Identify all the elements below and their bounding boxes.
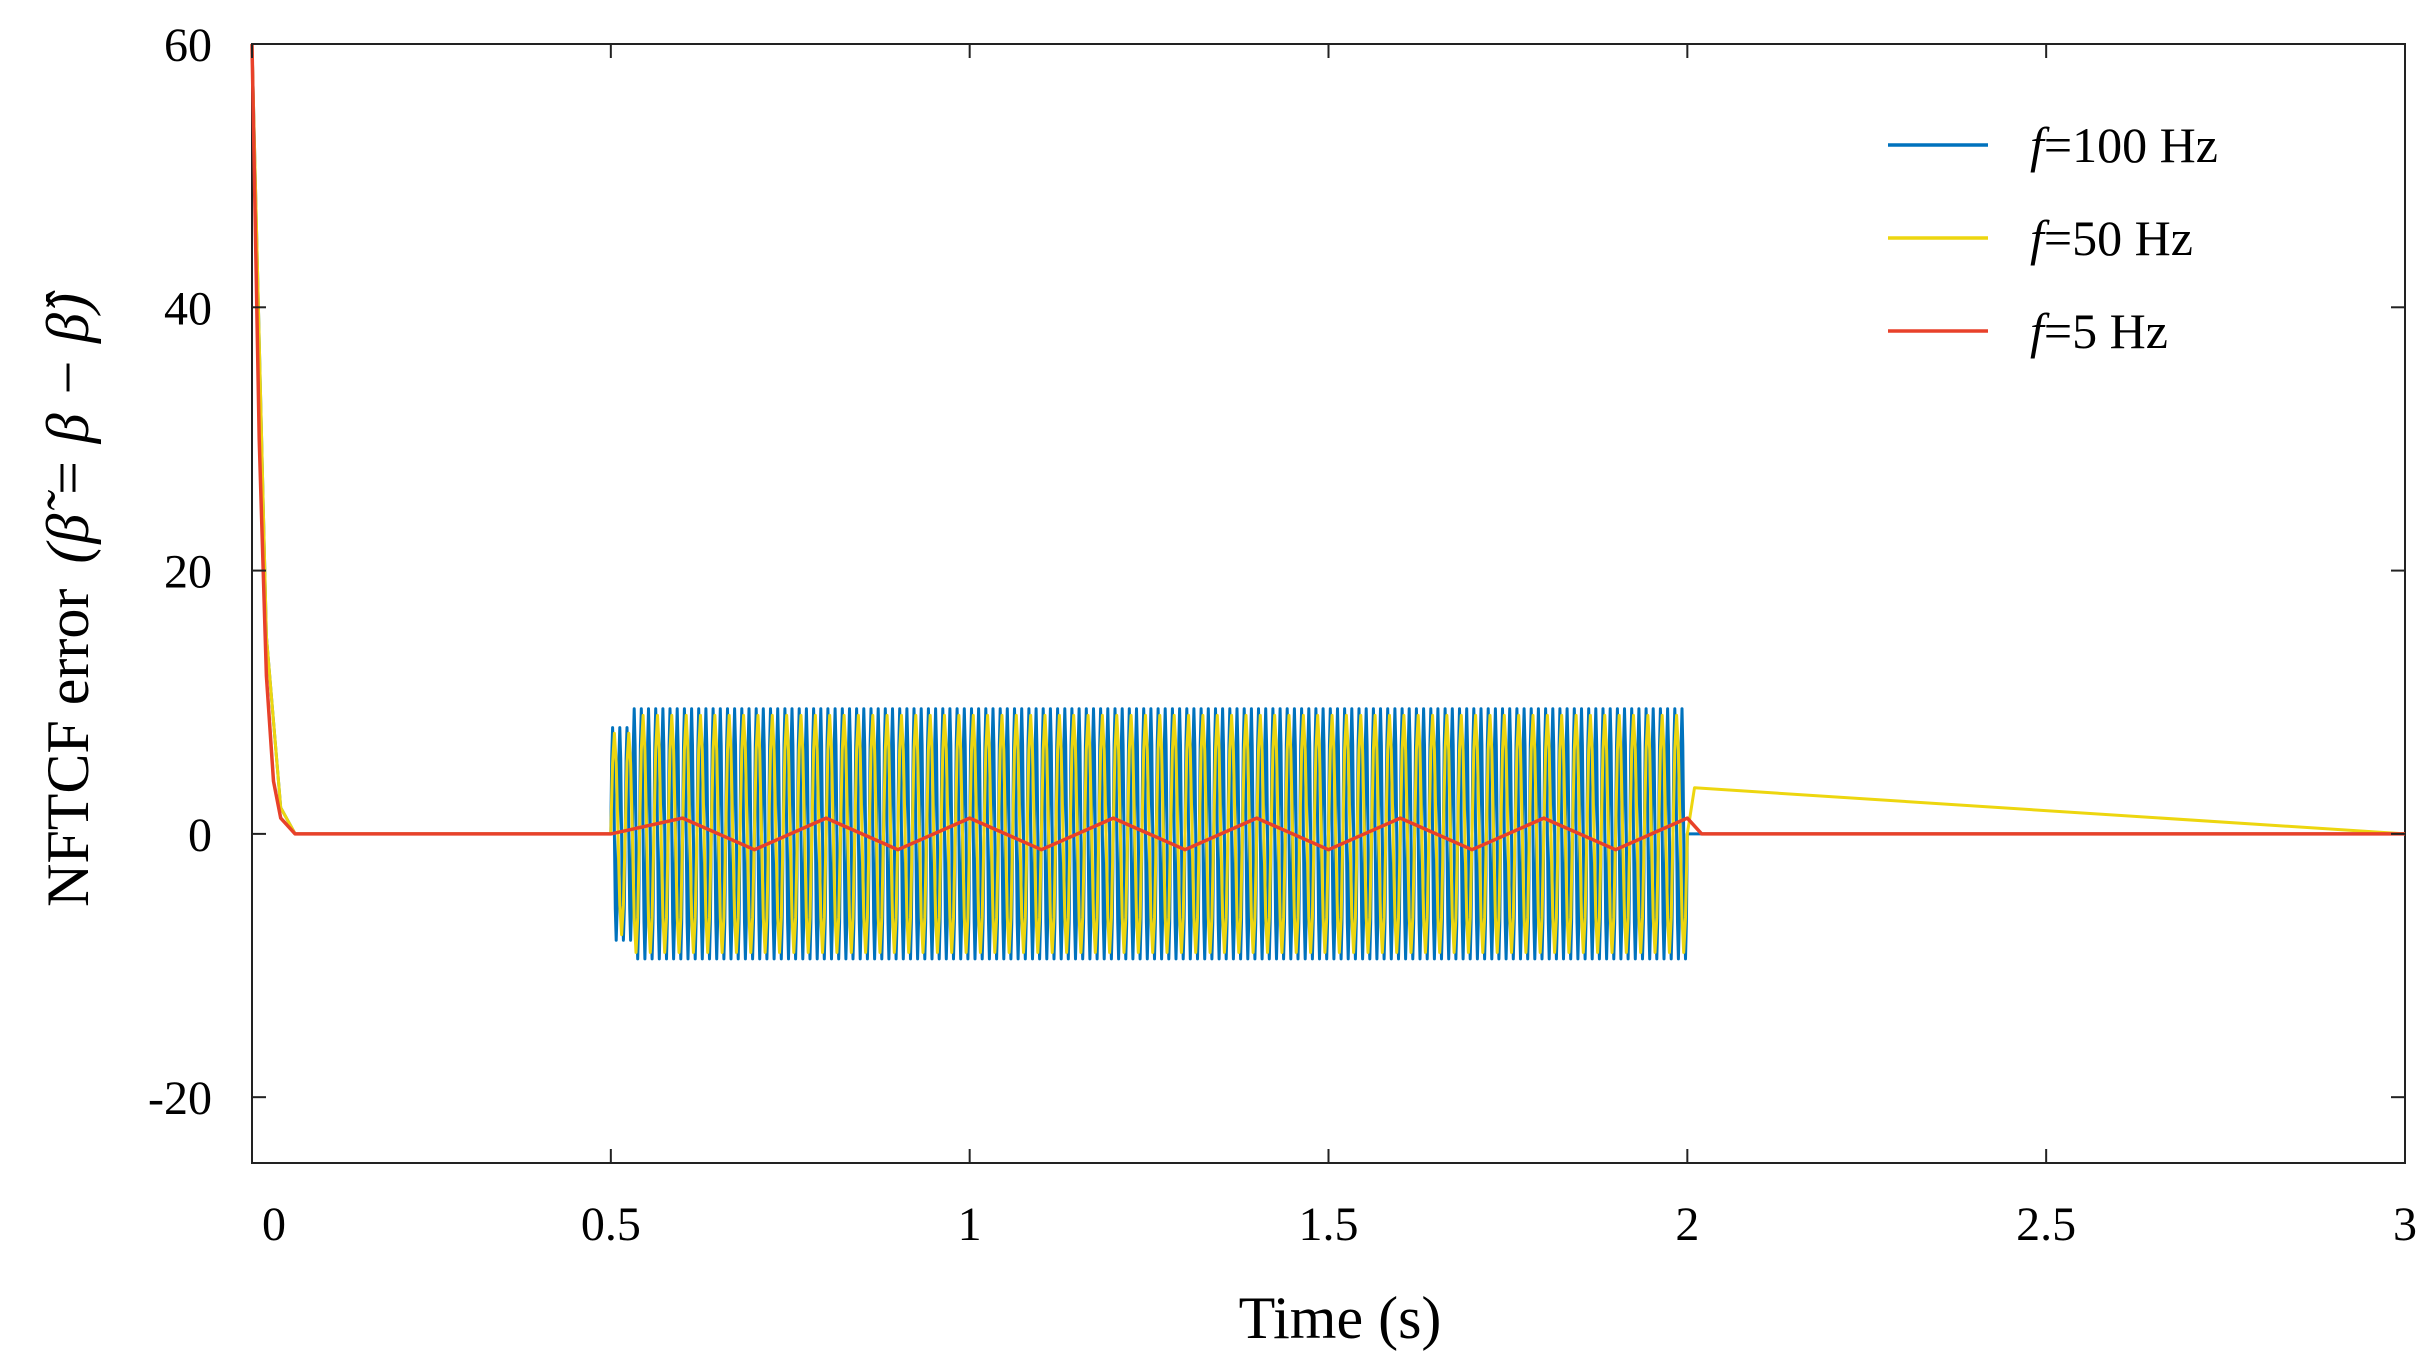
y-axis-title: NFTCF error (β̃ = β − β̂) (35, 290, 101, 907)
x-tick-label: 3 (2393, 1198, 2417, 1251)
y-tick-label: 60 (164, 19, 212, 72)
legend-item-5hz: f=5 Hz (1888, 303, 2168, 359)
x-tick-label: 1 (958, 1198, 982, 1251)
legend-label: f=100 Hz (2030, 117, 2218, 173)
y-axis-title-math: (β̃ = β − β̂) (35, 290, 101, 564)
x-tick-label: 0 (262, 1198, 286, 1251)
y-tick-label: 20 (164, 546, 212, 599)
x-tick-label: 1.5 (1299, 1198, 1359, 1251)
legend-item-100hz: f=100 Hz (1888, 117, 2218, 173)
series-layer (250, 43, 2406, 961)
legend-label: f=50 Hz (2030, 210, 2193, 266)
legend-item-50hz: f=50 Hz (1888, 210, 2193, 266)
tick-layer: 0 0.5 1 1.5 2 2.5 3 -20 0 20 40 60 (148, 19, 2417, 1251)
x-axis-title: Time (s) (1239, 1285, 1442, 1351)
legend-label: f=5 Hz (2030, 303, 2168, 359)
y-tick-label: 0 (188, 809, 212, 862)
series-line-5hz (250, 43, 2405, 852)
y-tick-label: 40 (164, 282, 212, 335)
x-tick-label: 2 (1675, 1198, 1699, 1251)
y-tick-label: -20 (148, 1072, 212, 1125)
series-line-100hz (250, 43, 2405, 961)
series-line-50hz (250, 43, 2406, 954)
x-tick-label: 2.5 (2016, 1198, 2076, 1251)
x-tick-label: 0.5 (581, 1198, 641, 1251)
legend: f=100 Hz f=50 Hz f=5 Hz (1888, 117, 2218, 359)
y-axis-title-text: NFTCF error (35, 589, 101, 907)
